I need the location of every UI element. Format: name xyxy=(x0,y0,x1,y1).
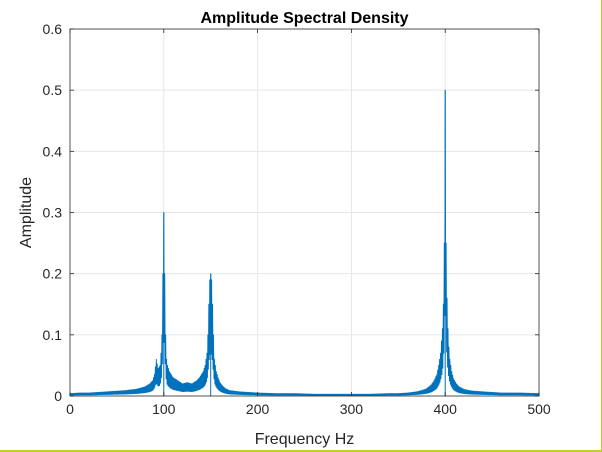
x-tick-label: 400 xyxy=(434,401,458,417)
x-ticks: 0 100 200 300 400 500 xyxy=(66,29,551,417)
x-tick-label: 0 xyxy=(66,401,74,417)
x-axis-label: Frequency Hz xyxy=(255,431,355,448)
y-tick-label: 0 xyxy=(54,388,62,404)
y-tick-label: 0.5 xyxy=(43,82,63,98)
x-tick-label: 200 xyxy=(246,401,270,417)
bottom-edge-rule xyxy=(0,450,602,452)
y-tick-label: 0.6 xyxy=(43,21,63,37)
x-tick-label: 500 xyxy=(527,401,551,417)
peak-marks xyxy=(163,90,446,396)
y-axis-label: Amplitude xyxy=(18,177,35,248)
y-tick-label: 0.2 xyxy=(43,266,63,282)
x-tick-label: 300 xyxy=(340,401,364,417)
x-tick-label: 100 xyxy=(152,401,176,417)
y-tick-label: 0.1 xyxy=(43,327,63,343)
y-tick-label: 0.3 xyxy=(43,205,63,221)
y-ticks: 0 0.1 0.2 0.3 0.4 0.5 0.6 xyxy=(43,21,539,404)
y-tick-label: 0.4 xyxy=(43,143,63,159)
spectrum-line xyxy=(69,89,540,396)
chart-title: Amplitude Spectral Density xyxy=(200,10,408,27)
